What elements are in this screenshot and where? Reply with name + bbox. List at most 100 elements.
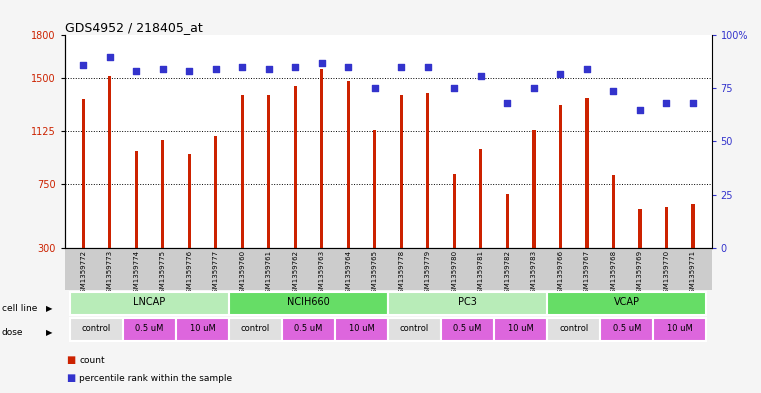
Bar [453,174,456,248]
Bar [214,136,218,248]
Text: PC3: PC3 [458,298,477,307]
Bar [638,209,642,248]
Point [528,85,540,92]
FancyBboxPatch shape [229,318,282,341]
Text: 0.5 uM: 0.5 uM [295,324,323,333]
Text: GSM1359782: GSM1359782 [505,250,511,297]
Point [687,100,699,107]
Bar [559,105,562,248]
Text: percentile rank within the sample: percentile rank within the sample [79,374,232,383]
Point [554,70,566,77]
Point [501,100,514,107]
Text: GSM1359770: GSM1359770 [664,250,670,297]
Text: GSM1359762: GSM1359762 [292,250,298,297]
Bar [506,194,509,248]
Text: ▶: ▶ [46,328,53,336]
Text: ▶: ▶ [46,304,53,313]
FancyBboxPatch shape [494,318,547,341]
Text: 0.5 uM: 0.5 uM [135,324,164,333]
Text: GSM1359774: GSM1359774 [133,250,139,297]
Text: GSM1359766: GSM1359766 [557,250,563,297]
FancyBboxPatch shape [282,318,335,341]
Text: GSM1359772: GSM1359772 [80,250,86,297]
Text: GSM1359778: GSM1359778 [398,250,404,297]
Bar [240,95,244,248]
Point [263,66,275,72]
Text: GSM1359761: GSM1359761 [266,250,272,297]
Text: LNCAP: LNCAP [133,298,166,307]
Text: GSM1359780: GSM1359780 [451,250,457,297]
Text: control: control [400,324,429,333]
FancyBboxPatch shape [176,318,229,341]
Text: GSM1359776: GSM1359776 [186,250,193,297]
Text: GSM1359773: GSM1359773 [107,250,113,297]
Text: VCAP: VCAP [613,298,640,307]
Text: GSM1359765: GSM1359765 [372,250,378,297]
Text: 10 uM: 10 uM [349,324,374,333]
FancyBboxPatch shape [653,318,706,341]
Point [210,66,222,72]
Text: GSM1359775: GSM1359775 [160,250,166,297]
Point [475,73,487,79]
Bar [188,154,191,248]
Bar [347,81,350,248]
Point [342,64,355,70]
Point [130,68,142,75]
Text: GSM1359779: GSM1359779 [425,250,431,297]
Point [422,64,434,70]
Text: 10 uM: 10 uM [189,324,215,333]
Text: GSM1359767: GSM1359767 [584,250,590,297]
Text: control: control [82,324,111,333]
Bar [135,151,138,248]
Bar [692,204,695,248]
Bar [373,130,377,248]
Text: cell line: cell line [2,304,37,313]
Bar [294,86,297,248]
Bar [533,130,536,248]
Bar [320,69,323,248]
Point [289,64,301,70]
Point [634,107,646,113]
Bar [81,99,84,248]
Text: GSM1359771: GSM1359771 [690,250,696,297]
Text: 10 uM: 10 uM [508,324,533,333]
Point [77,62,89,68]
Text: dose: dose [2,328,23,336]
Text: ■: ■ [66,356,75,365]
Bar [612,175,615,248]
FancyBboxPatch shape [547,292,706,315]
FancyBboxPatch shape [123,318,176,341]
Text: control: control [241,324,270,333]
Text: GSM1359764: GSM1359764 [345,250,352,297]
FancyBboxPatch shape [600,318,653,341]
FancyBboxPatch shape [229,292,388,315]
FancyBboxPatch shape [441,318,494,341]
Text: control: control [559,324,588,333]
Text: GDS4952 / 218405_at: GDS4952 / 218405_at [65,21,202,34]
Text: count: count [79,356,105,365]
Text: GSM1359783: GSM1359783 [531,250,537,297]
Point [607,87,619,94]
Point [581,66,593,72]
FancyBboxPatch shape [547,318,600,341]
Bar [161,140,164,248]
Point [395,64,407,70]
FancyBboxPatch shape [388,292,547,315]
Text: 0.5 uM: 0.5 uM [613,324,641,333]
FancyBboxPatch shape [335,318,388,341]
Point [183,68,196,75]
Bar [108,76,111,248]
Bar [585,97,588,248]
Point [448,85,460,92]
Bar [426,94,429,248]
Text: ■: ■ [66,373,75,383]
Point [103,53,116,60]
FancyBboxPatch shape [388,318,441,341]
Text: 0.5 uM: 0.5 uM [454,324,482,333]
Point [157,66,169,72]
FancyBboxPatch shape [70,318,123,341]
Text: GSM1359763: GSM1359763 [319,250,325,297]
Text: NCIH660: NCIH660 [287,298,330,307]
Text: GSM1359777: GSM1359777 [213,250,219,297]
Bar [665,207,668,248]
